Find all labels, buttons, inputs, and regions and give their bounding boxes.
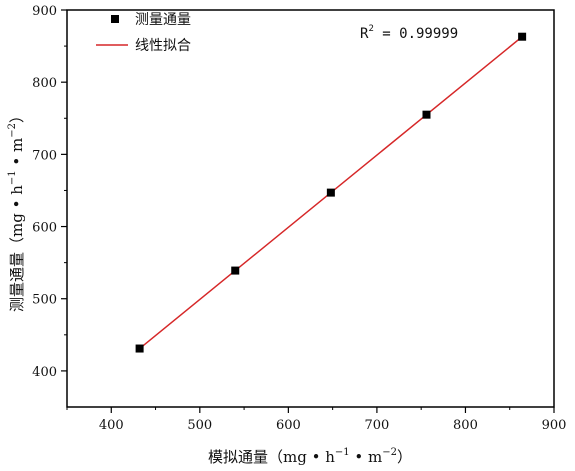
- y-tick-label: 400: [32, 365, 57, 380]
- r-squared-annotation: R2 = 0.99999: [360, 24, 458, 42]
- y-axis-title-sup1: −1: [7, 170, 18, 185]
- x-tick-label: 500: [187, 418, 212, 433]
- x-tick-label: 800: [453, 418, 478, 433]
- data-point: [422, 110, 431, 119]
- y-tick-label: 700: [32, 148, 57, 163]
- axis-ticks: 400 500 600 700 800 900 400 500 600 700 800 900: [32, 4, 566, 433]
- data-point: [326, 188, 335, 197]
- legend-label-scatter: 测量通量: [135, 12, 191, 28]
- x-axis-title: 模拟通量（mg • h−1 • m−2）: [208, 447, 412, 466]
- annotation-sup: 2: [368, 24, 373, 34]
- legend-label-line: 线性拟合: [135, 38, 191, 54]
- y-axis-title-unit-close: ）: [8, 108, 26, 123]
- x-tick-label: 700: [364, 418, 389, 433]
- y-tick-label: 800: [32, 76, 57, 91]
- x-axis-title-unit-mid: • m: [350, 448, 383, 466]
- y-axis-title-sup2: −2: [7, 123, 18, 138]
- x-axis-title-main: 模拟通量: [208, 448, 268, 466]
- x-tick-label: 400: [99, 418, 124, 433]
- data-point: [135, 344, 144, 353]
- x-axis-title-sup2: −2: [382, 447, 397, 458]
- y-axis-title: 测量通量（mg • h−1 • m−2）: [7, 108, 26, 312]
- y-axis-title-main: 测量通量: [8, 252, 26, 312]
- data-points: [135, 32, 527, 353]
- x-tick-label: 900: [542, 418, 567, 433]
- plot-frame: [66, 9, 555, 408]
- y-tick-label: 600: [32, 221, 57, 236]
- x-axis-title-unit-open: （mg • h: [268, 448, 335, 466]
- legend: 测量通量 线性拟合: [96, 12, 191, 54]
- y-tick-label: 900: [32, 4, 57, 19]
- y-axis-title-unit-mid: • m: [8, 138, 26, 171]
- annotation-rest: = 0.99999: [374, 26, 458, 42]
- annotation-base: R: [360, 26, 369, 42]
- x-tick-label: 600: [276, 418, 301, 433]
- x-axis-title-unit-close: ）: [397, 448, 412, 466]
- legend-marker-scatter: [111, 15, 119, 23]
- x-axis-title-sup1: −1: [335, 447, 350, 458]
- data-point: [518, 32, 527, 41]
- y-axis-title-unit-open: （mg • h: [8, 185, 26, 252]
- y-tick-label: 500: [32, 293, 57, 308]
- data-point: [231, 266, 240, 275]
